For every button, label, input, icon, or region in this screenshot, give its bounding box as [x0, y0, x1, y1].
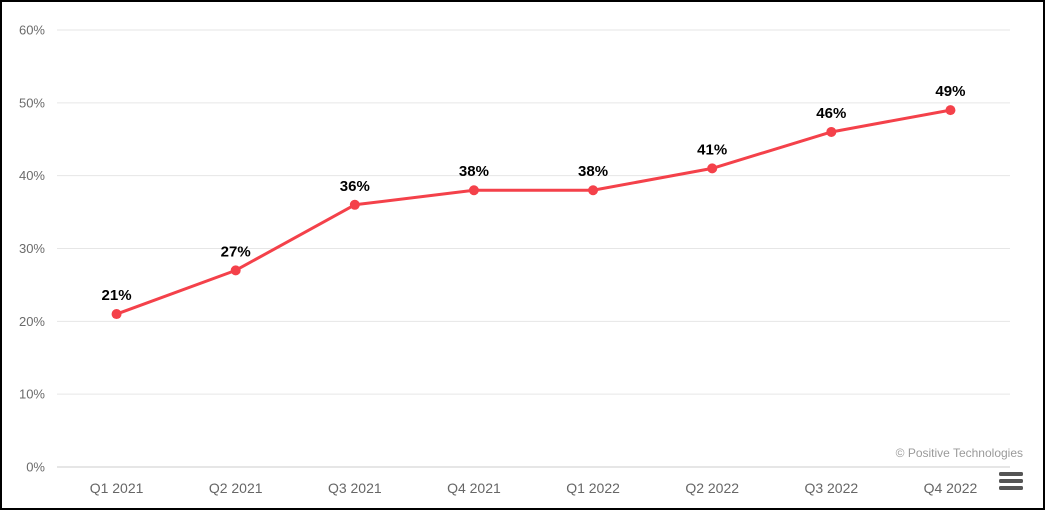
y-tick-label: 20%	[19, 314, 45, 329]
context-menu-button[interactable]	[997, 470, 1025, 492]
series-path	[115, 108, 952, 316]
series-line	[115, 108, 952, 316]
credit-label: © Positive Technologies	[895, 446, 1023, 460]
x-tick-label: Q4 2022	[924, 480, 978, 496]
data-point-label: 38%	[578, 163, 608, 180]
series-markers[interactable]	[111, 105, 956, 320]
data-point-label: 41%	[697, 141, 727, 158]
y-tick-label: 40%	[19, 168, 45, 183]
data-point[interactable]	[588, 185, 599, 196]
data-point[interactable]	[826, 126, 837, 137]
x-tick-label: Q4 2021	[447, 480, 501, 496]
data-labels: 21% 27% 36% 38% 38% 41% 46% 49%	[102, 83, 966, 304]
x-tick-label: Q2 2022	[685, 480, 739, 496]
x-axis-labels: Q1 2021 Q2 2021 Q3 2021 Q4 2021 Q1 2022 Q2 20…	[90, 480, 978, 496]
hamburger-icon	[999, 472, 1023, 490]
x-tick-label: Q3 2021	[328, 480, 382, 496]
data-point-label: 36%	[340, 178, 370, 195]
data-point-label: 27%	[221, 243, 251, 260]
y-tick-label: 60%	[19, 23, 45, 38]
data-point[interactable]	[945, 105, 956, 116]
y-tick-label: 0%	[26, 460, 45, 475]
data-point-label: 46%	[816, 105, 846, 122]
data-point-label: 49%	[935, 83, 965, 100]
data-point[interactable]	[111, 309, 122, 320]
data-point[interactable]	[707, 163, 718, 174]
x-tick-label: Q2 2021	[209, 480, 263, 496]
hamburger-bar	[999, 486, 1023, 490]
hamburger-bar	[999, 479, 1023, 483]
y-tick-label: 10%	[19, 387, 45, 402]
x-tick-label: Q1 2021	[90, 480, 144, 496]
data-point-label: 21%	[102, 287, 132, 304]
gridlines	[57, 29, 1010, 468]
y-tick-label: 30%	[19, 241, 45, 256]
data-point[interactable]	[468, 185, 479, 196]
data-point[interactable]	[230, 265, 241, 276]
hamburger-bar	[999, 472, 1023, 476]
data-point-label: 38%	[459, 163, 489, 180]
y-tick-label: 50%	[19, 95, 45, 110]
x-tick-label: Q3 2022	[804, 480, 858, 496]
y-axis-labels: 0% 10% 20% 30% 40% 50% 60%	[19, 23, 45, 475]
data-point[interactable]	[349, 199, 360, 210]
x-tick-label: Q1 2022	[566, 480, 620, 496]
